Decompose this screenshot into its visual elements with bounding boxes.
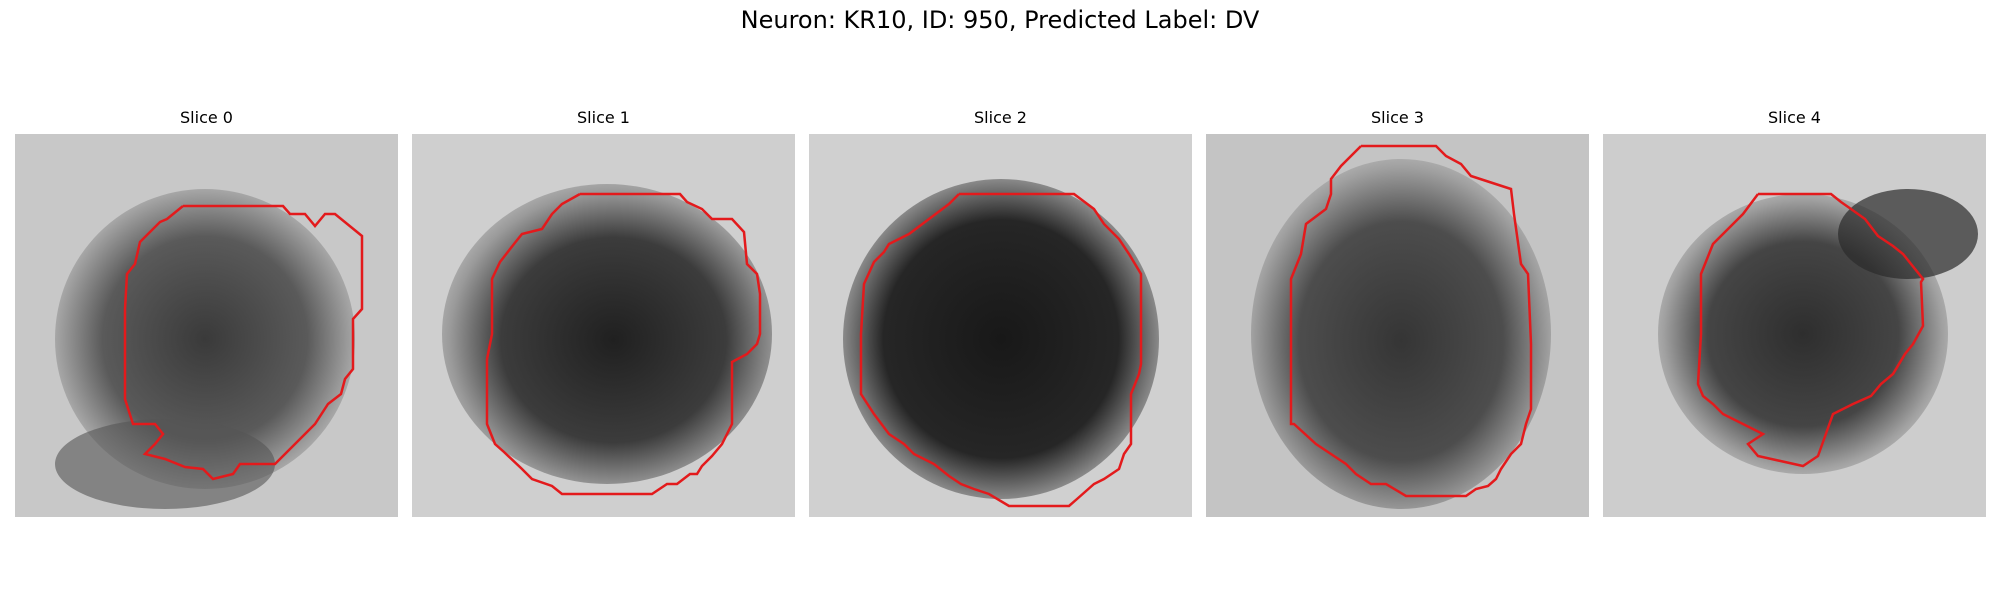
slice-4-image bbox=[1603, 134, 1986, 517]
slice-2-cell-body bbox=[843, 179, 1159, 499]
slice-4-dark-spot bbox=[1838, 189, 1978, 279]
slice-3-title: Slice 3 bbox=[1371, 108, 1424, 127]
slice-0-image bbox=[15, 134, 398, 517]
slice-3-panel bbox=[1206, 134, 1589, 517]
figure-title: Neuron: KR10, ID: 950, Predicted Label: … bbox=[740, 6, 1260, 34]
slice-4-contour bbox=[1696, 192, 1925, 468]
slice-3-image bbox=[1206, 134, 1589, 517]
slice-4-title: Slice 4 bbox=[1768, 108, 1821, 127]
slice-3-contour bbox=[1289, 144, 1533, 498]
slice-3-cell-body bbox=[1251, 159, 1551, 509]
slice-1-title: Slice 1 bbox=[577, 108, 630, 127]
slice-0-dark-region bbox=[55, 419, 275, 509]
slice-2-image bbox=[809, 134, 1192, 517]
slice-2-panel bbox=[809, 134, 1192, 517]
slice-1-contour bbox=[485, 192, 762, 496]
slice-1-panel bbox=[412, 134, 795, 517]
slice-4-panel bbox=[1603, 134, 1986, 517]
slice-2-title: Slice 2 bbox=[974, 108, 1027, 127]
slice-0-panel bbox=[15, 134, 398, 517]
slice-1-image bbox=[412, 134, 795, 517]
slice-2-contour bbox=[859, 192, 1143, 508]
slice-0-title: Slice 0 bbox=[180, 108, 233, 127]
slice-0-contour bbox=[123, 204, 364, 481]
slice-1-cell-body bbox=[442, 184, 772, 484]
